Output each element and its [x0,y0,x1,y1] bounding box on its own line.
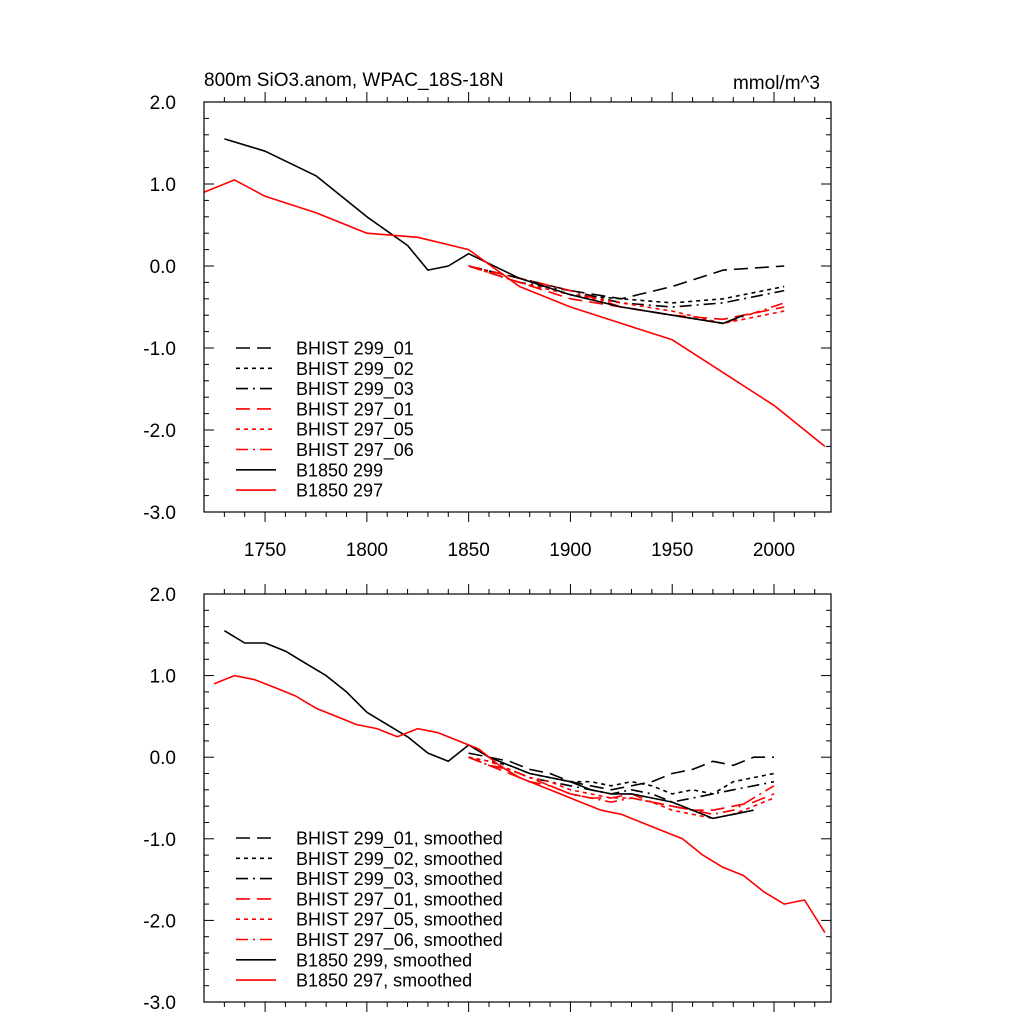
legend-label: BHIST 297_01, smoothed [296,889,503,910]
legend-label: BHIST 297_01 [296,399,414,420]
series-line-2 [468,265,785,308]
series-line-6 [224,138,744,325]
series-line-3 [468,265,785,321]
series-line-3 [468,756,775,812]
x-tick-label: 1800 [346,540,388,561]
series-line-0 [468,752,774,791]
series-line-0 [468,265,785,300]
y-tick-label: 2.0 [150,585,176,606]
panel-title: 800m SiO3.anom, WPAC_18S-18N [204,70,504,91]
y-tick-label: -2.0 [143,421,176,442]
legend-label: BHIST 297_05, smoothed [296,910,503,931]
y-tick-label: 0.0 [150,748,176,769]
series-line-7 [204,179,826,448]
legend-label: B1850 297, smoothed [296,971,472,991]
series-line-7 [213,674,826,934]
series-line-5 [468,265,785,325]
series-group [204,138,826,448]
panel-units: mmol/m^3 [733,73,820,94]
legend-label: BHIST 299_03, smoothed [296,869,503,890]
y-tick-label: -1.0 [143,339,176,360]
legend-label: B1850 299, smoothed [296,950,472,970]
series-line-1 [468,265,785,304]
legend-label: B1850 297 [296,481,383,501]
y-tick-label: 2.0 [150,93,176,114]
series-line-6 [223,630,754,820]
plot-frame [203,593,832,1003]
series-line-5 [468,756,775,816]
y-tick-label: -2.0 [143,911,176,932]
y-tick-label: 1.0 [150,175,176,196]
series-line-4 [468,265,785,325]
top-panel: 800m SiO3.anom, WPAC_18S-18N mmol/m^3 17… [143,70,832,561]
legend-label: BHIST 297_05 [296,420,414,441]
series-group [213,630,826,934]
y-tick-label: -1.0 [143,830,176,851]
plot-frame [203,101,832,513]
legend-label: BHIST 299_01 [296,339,414,360]
y-tick-label: -3.0 [143,503,176,524]
legend-label: BHIST 299_02, smoothed [296,849,503,870]
legend-label: BHIST 299_02 [296,359,414,380]
legend-label: B1850 299 [296,460,383,480]
x-tick-label: 1750 [244,540,286,561]
legend-label: BHIST 299_01, smoothed [296,829,503,850]
x-tick-label: 2000 [753,540,795,561]
x-tick-label: 1900 [549,540,591,561]
legend-label: BHIST 297_06 [296,440,414,461]
legend-label: BHIST 299_03 [296,379,414,400]
x-tick-label: 1950 [651,540,693,561]
y-tick-label: 1.0 [150,667,176,688]
y-tick-label: -3.0 [143,993,176,1014]
bottom-panel: 2.0 1.0 0.0 -1.0 -2.0 -3.0 BHIST 299_01, smoot… [143,584,832,1014]
y-tick-label: 0.0 [150,257,176,278]
x-tick-label: 1850 [448,540,490,561]
legend-label: BHIST 297_06, smoothed [296,930,503,951]
